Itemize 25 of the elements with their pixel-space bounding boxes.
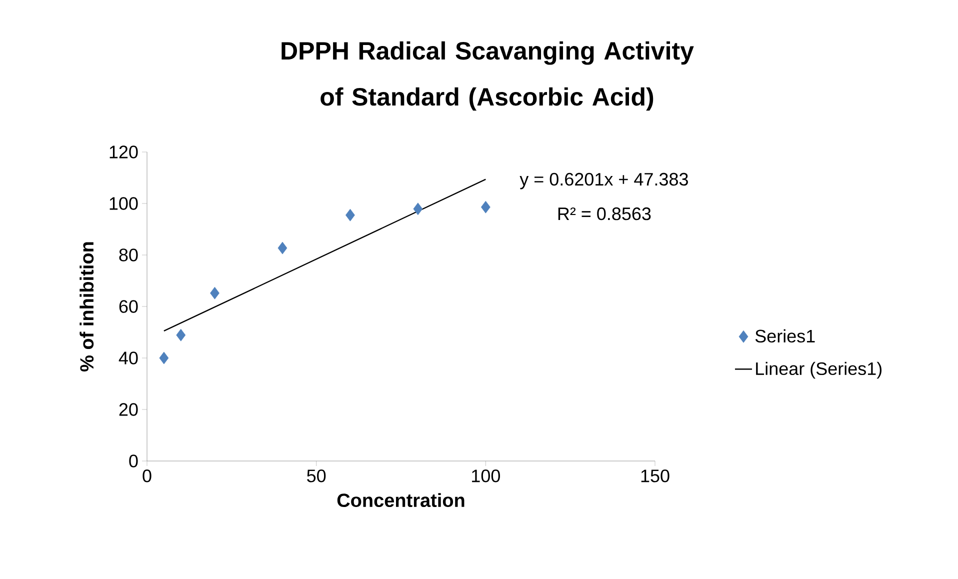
x-tick-label: 50 — [307, 470, 326, 482]
legend-label: Linear (Series1) — [756, 362, 882, 379]
y-tick-label: 120 — [110, 146, 138, 158]
point — [159, 352, 169, 364]
point — [413, 202, 423, 216]
point — [346, 208, 355, 222]
y-axis-title: % of inhibition — [80, 242, 94, 372]
y-tick-label: 0 — [129, 454, 138, 468]
annotation: R² = 0.8563 — [558, 207, 651, 220]
point — [176, 328, 186, 342]
x-tick-label: 150 — [641, 470, 670, 482]
y-tick-label: 80 — [119, 248, 138, 262]
x-tick-label: 100 — [472, 470, 500, 482]
y-tick-label: 40 — [118, 352, 138, 364]
y-tick-label: 100 — [110, 197, 138, 210]
point — [210, 286, 220, 300]
y-tick-label: 60 — [119, 300, 138, 313]
x-tick-label: 0 — [142, 470, 152, 482]
x-axis-title: Concentration — [337, 493, 464, 508]
point — [278, 242, 288, 254]
point — [480, 200, 490, 214]
legend-label: Series1 — [755, 329, 815, 343]
annotation: y = 0.6201x + 47.383 — [520, 172, 688, 190]
y-tick-label: 20 — [119, 403, 138, 416]
chart-title: DPPH Radical Scavanging Activity of Standard (Ascorbic Acid) — [282, 41, 694, 111]
